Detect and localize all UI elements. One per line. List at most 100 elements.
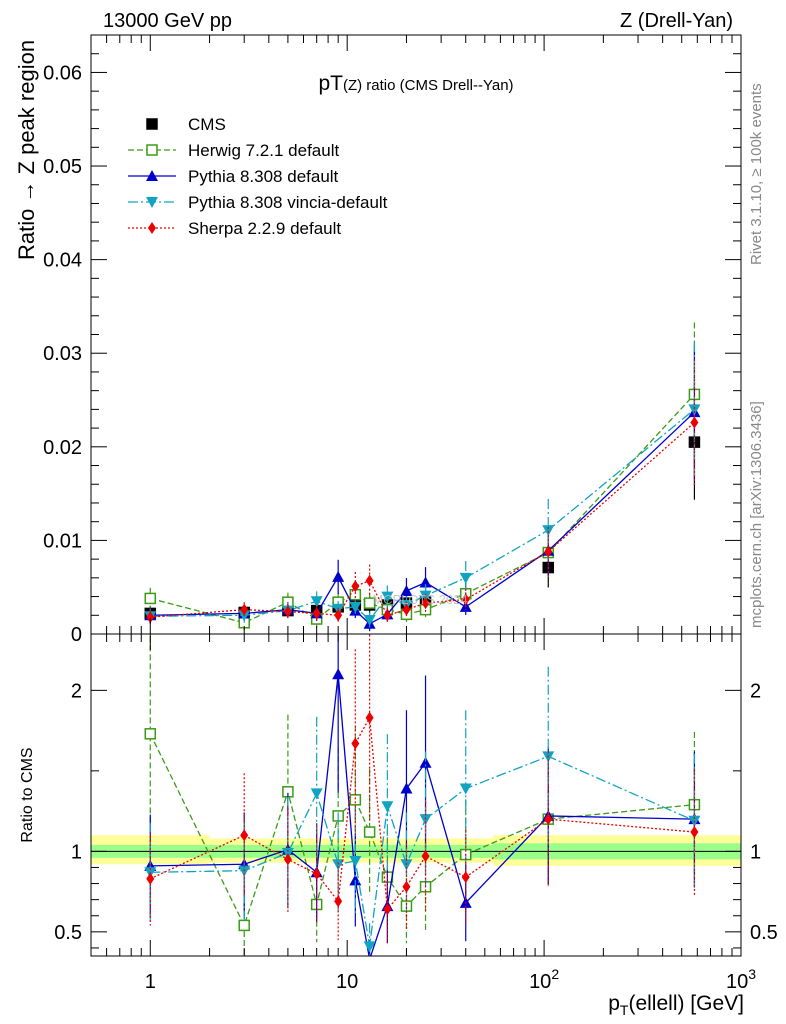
sherpa-point: [146, 611, 155, 624]
x-axis-label: pT(ellell) [GeV]: [608, 992, 744, 1018]
lower-y-tick-label-right: 1: [750, 841, 761, 863]
upper-y-tick-label: 0.02: [43, 437, 82, 459]
herwig-ratio-point: [363, 826, 376, 838]
upper-y-tick-label: 0: [71, 624, 82, 646]
legend-marker: [146, 170, 158, 181]
legend-marker: [146, 144, 158, 156]
watermark: MCPLOTS 2024: [372, 592, 467, 607]
chart-title-main: pT: [318, 72, 343, 95]
upper-y-tick-label: 0.01: [43, 530, 82, 552]
sherpa-ratio-point: [240, 829, 249, 842]
sherpa-point: [240, 603, 249, 616]
vincia-series-line: [150, 408, 695, 621]
lower-panel-data: [144, 634, 701, 956]
vincia-point: [419, 590, 432, 602]
legend-label: CMS: [188, 115, 226, 134]
sherpa-ratio-point: [365, 711, 374, 724]
legend-label: Pythia 8.308 vincia-default: [188, 193, 388, 212]
sherpa-point: [283, 605, 292, 618]
vincia-ratio-point: [332, 859, 345, 871]
vincia-ratio-point: [459, 783, 472, 795]
sherpa-point: [334, 609, 343, 622]
vincia-point: [363, 614, 376, 626]
legend-marker: [148, 222, 156, 234]
vincia-point: [349, 601, 362, 613]
x-tick-label: 102: [529, 966, 559, 993]
sherpa-ratio-point: [283, 853, 292, 866]
x-axis-label-sub: T: [620, 1002, 629, 1018]
upper-y-tick-label: 0.05: [43, 156, 82, 178]
lower-y-axis-label: Ratio to CMS: [19, 747, 36, 842]
legend-label: Sherpa 2.2.9 default: [188, 219, 341, 238]
herwig-ratio-point: [238, 919, 250, 932]
sherpa-point: [351, 580, 360, 593]
lower-y-tick-label-right: 2: [750, 680, 761, 702]
upper-axis-ticks: 0 0.01 0.02 0.03 0.04 0.05 0.06: [43, 34, 742, 646]
chart-title: pT(Z) ratio (CMS Drell--Yan): [318, 72, 513, 95]
sherpa-ratio-point: [461, 871, 470, 884]
herwig-ratio-line: [149, 733, 695, 928]
lower-y-tick-label: 0.5: [54, 922, 82, 944]
rivet-label: Rivet 3.1.10, ≥ 100k events: [748, 83, 765, 265]
lower-axis-ticks: 1 10 102 103 0.5 0.5 1 1 2 2: [54, 634, 778, 993]
vincia-ratio-point: [310, 788, 323, 800]
legend-entry-sherpa: Sherpa 2.2.9 default: [128, 219, 341, 238]
vincia-ratio-point: [381, 801, 394, 813]
x-tick-label: 10: [336, 971, 358, 993]
pythia-point: [400, 584, 413, 596]
upper-y-tick-label: 0.04: [43, 250, 82, 272]
lower-y-tick-label: 2: [71, 680, 82, 702]
sherpa-point: [312, 607, 321, 620]
sherpa-ratio-line: [150, 715, 695, 911]
sherpa-point: [544, 545, 553, 558]
lower-panel-frame: [90, 633, 742, 957]
sherpa-point: [461, 593, 470, 606]
sherpa-ratio-point: [334, 895, 343, 908]
pythia-ratio-point: [332, 668, 345, 680]
herwig-ratio-point: [144, 728, 157, 740]
pythia-point: [332, 570, 345, 582]
sherpa-point: [402, 603, 411, 616]
pythia-point: [419, 576, 432, 588]
x-axis-label-rest: (ellell) [GeV]: [628, 992, 744, 1015]
sherpa-point: [383, 609, 392, 622]
lower-y-tick-label-right: 0.5: [750, 922, 778, 944]
upper-y-axis-label: Ratio → Z peak region: [14, 40, 39, 260]
mcplots-label: mcplots.cern.ch [arXiv:1306.3436]: [748, 401, 765, 628]
vincia-point: [459, 572, 472, 584]
sherpa-ratio-point: [146, 872, 155, 885]
sherpa-ratio-point: [312, 867, 321, 880]
vincia-point: [542, 525, 555, 537]
herwig-point: [144, 592, 157, 605]
energy-label: 13000 GeV pp: [103, 10, 232, 32]
lower-panel-layer: [91, 835, 741, 866]
legend: CMS Herwig 7.2.1 default Pythia 8.308 defa…: [128, 115, 388, 238]
sherpa-point: [365, 574, 374, 587]
vincia-point: [688, 404, 701, 416]
vincia-ratio-point: [349, 856, 362, 868]
vincia-ratio-point: [419, 814, 432, 826]
legend-entry-cms: CMS: [146, 115, 226, 134]
legend-label: Herwig 7.2.1 default: [188, 141, 339, 160]
herwig-series-line: [150, 393, 695, 624]
vincia-ratio-point: [363, 941, 376, 953]
sherpa-point: [690, 416, 699, 429]
legend-marker: [146, 197, 158, 208]
vincia-point: [310, 596, 323, 608]
x-axis-label-main: p: [608, 992, 620, 1015]
vincia-point: [381, 591, 394, 603]
herwig-point: [363, 597, 376, 609]
x-tick-label: 103: [726, 966, 756, 993]
sherpa-ratio-point: [690, 826, 699, 839]
pythia-ratio-point: [419, 756, 432, 768]
x-tick-label: 1: [145, 971, 156, 993]
sherpa-ratio-point: [402, 880, 411, 893]
sherpa-ratio-point: [544, 813, 553, 826]
sherpa-ratio-point: [351, 737, 360, 750]
upper-panel-data: [144, 322, 701, 632]
sherpa-point: [421, 597, 430, 610]
process-label: Z (Drell-Yan): [620, 10, 733, 32]
sherpa-ratio-point: [383, 903, 392, 916]
legend-entry-pythia: Pythia 8.308 default: [128, 167, 339, 186]
